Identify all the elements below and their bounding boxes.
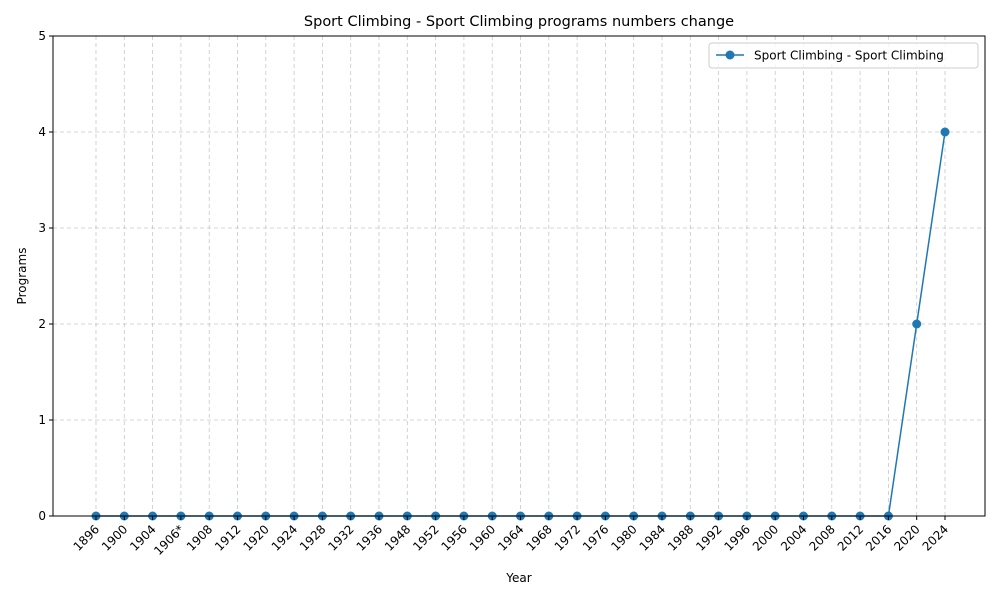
legend-label: Sport Climbing - Sport Climbing — [754, 49, 944, 63]
y-tick-label: 2 — [38, 317, 46, 331]
grid — [53, 35, 985, 517]
y-tick-label: 5 — [38, 29, 46, 43]
plot-frame — [52, 35, 986, 517]
x-axis-title: Year — [505, 571, 531, 585]
data-point — [940, 127, 950, 137]
chart-title: Sport Climbing - Sport Climbing programs… — [304, 14, 734, 30]
data-point — [912, 319, 922, 329]
y-tick-label: 3 — [38, 221, 46, 235]
y-axis-ticks: 0 1 2 3 4 5 — [38, 29, 53, 523]
legend-marker-swatch — [725, 50, 735, 60]
legend-box — [708, 42, 979, 69]
y-tick-label: 1 — [38, 413, 46, 427]
y-tick-label: 4 — [38, 125, 46, 139]
y-tick-label: 0 — [38, 509, 46, 523]
legend: Sport Climbing - Sport Climbing — [708, 42, 979, 69]
y-axis-title: Programs — [15, 248, 29, 305]
